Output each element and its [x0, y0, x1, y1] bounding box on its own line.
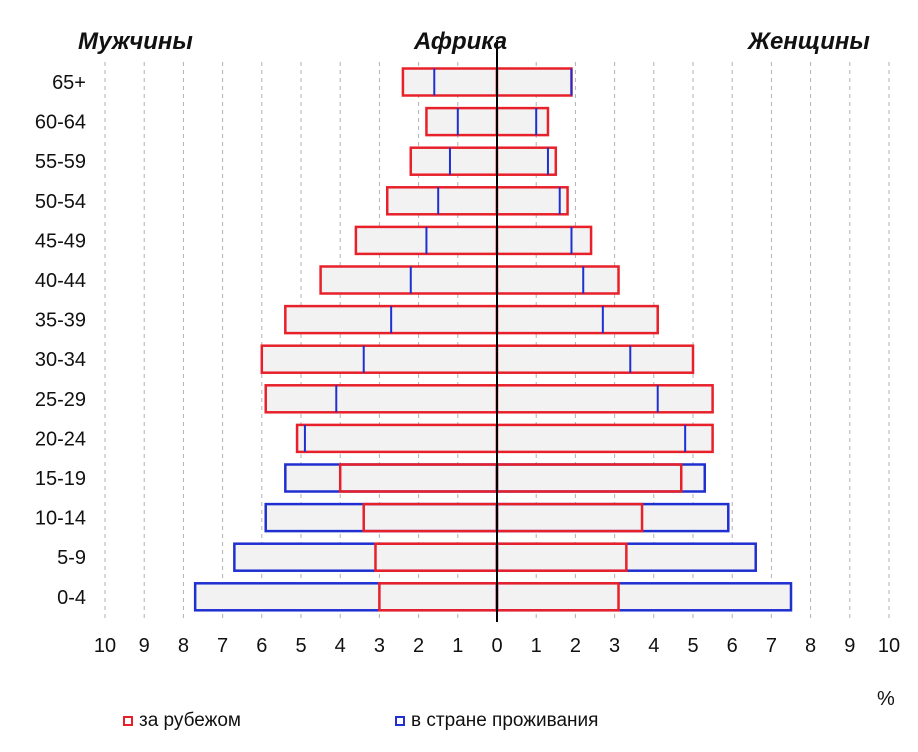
bar-men-fill — [195, 583, 497, 611]
men-title: Мужчины — [78, 28, 193, 55]
bar-men-fill — [320, 266, 497, 294]
x-tick-label: 9 — [139, 635, 150, 657]
bar-women-fill — [497, 504, 729, 532]
y-tick-label: 45-49 — [35, 230, 86, 252]
legend-swatch-abroad — [123, 716, 133, 726]
x-tick-label: 2 — [413, 635, 424, 657]
chart-title: Африка — [414, 28, 508, 55]
x-tick-label: 4 — [648, 635, 659, 657]
bar-men-fill — [285, 464, 497, 492]
bar-men-fill — [426, 108, 497, 136]
x-tick-label: 5 — [687, 635, 698, 657]
x-tick-label: 3 — [609, 635, 620, 657]
y-tick-label: 35-39 — [35, 310, 86, 332]
x-tick-label: 8 — [805, 635, 816, 657]
x-tick-label: 6 — [727, 635, 738, 657]
y-tick-label: 20-24 — [35, 428, 86, 450]
bar-women-fill — [497, 187, 568, 215]
y-tick-label: 65+ — [52, 72, 86, 94]
bars — [193, 67, 793, 612]
bar-women-fill — [497, 68, 572, 96]
y-tick-label: 60-64 — [35, 112, 86, 134]
y-tick-label: 25-29 — [35, 389, 86, 411]
y-tick-label: 5-9 — [57, 547, 86, 569]
x-tick-label: 7 — [217, 635, 228, 657]
legend-label-home: в стране проживания — [411, 710, 599, 731]
x-tick-label: 6 — [256, 635, 267, 657]
legend-swatch-home — [395, 716, 405, 726]
bar-women-fill — [497, 266, 619, 294]
percent-unit-label: % — [877, 688, 895, 710]
bar-men-fill — [410, 147, 497, 175]
y-tick-label: 50-54 — [35, 191, 86, 213]
y-tick-label: 10-14 — [35, 508, 86, 530]
bar-men-fill — [387, 187, 497, 215]
bar-men-fill — [265, 504, 497, 532]
bar-women-fill — [497, 306, 658, 334]
bar-men-fill — [297, 424, 497, 452]
y-tick-label: 15-19 — [35, 468, 86, 490]
x-tick-label: 0 — [491, 635, 502, 657]
axis-labels: 65+60-6455-5950-5445-4940-4435-3930-3425… — [35, 72, 900, 657]
x-tick-label: 10 — [878, 635, 900, 657]
x-tick-label: 9 — [844, 635, 855, 657]
x-tick-label: 4 — [335, 635, 346, 657]
legend-item-abroad: за рубежом — [123, 710, 241, 732]
bar-women-fill — [497, 464, 705, 492]
x-tick-label: 1 — [531, 635, 542, 657]
bar-women-fill — [497, 424, 713, 452]
bar-women-fill — [497, 345, 693, 373]
bar-women-fill — [497, 226, 592, 254]
women-title: Женщины — [748, 28, 870, 55]
x-tick-label: 7 — [766, 635, 777, 657]
bar-women-fill — [497, 583, 791, 611]
bar-men-fill — [261, 345, 497, 373]
bar-men-fill — [265, 385, 497, 413]
x-tick-label: 1 — [452, 635, 463, 657]
x-tick-label: 3 — [374, 635, 385, 657]
legend-label-abroad: за рубежом — [139, 710, 241, 731]
bar-women-fill — [497, 147, 556, 175]
y-tick-label: 0-4 — [57, 587, 86, 609]
y-tick-label: 30-34 — [35, 349, 86, 371]
y-tick-label: 55-59 — [35, 151, 86, 173]
legend-item-home: в стране проживания — [395, 710, 598, 732]
bar-men-fill — [402, 68, 497, 96]
x-tick-label: 10 — [94, 635, 116, 657]
x-tick-label: 5 — [295, 635, 306, 657]
bar-women-fill — [497, 385, 713, 413]
bar-men-fill — [234, 543, 498, 571]
x-tick-label: 2 — [570, 635, 581, 657]
y-tick-label: 40-44 — [35, 270, 86, 292]
x-tick-label: 8 — [178, 635, 189, 657]
bar-women-fill — [497, 108, 548, 136]
